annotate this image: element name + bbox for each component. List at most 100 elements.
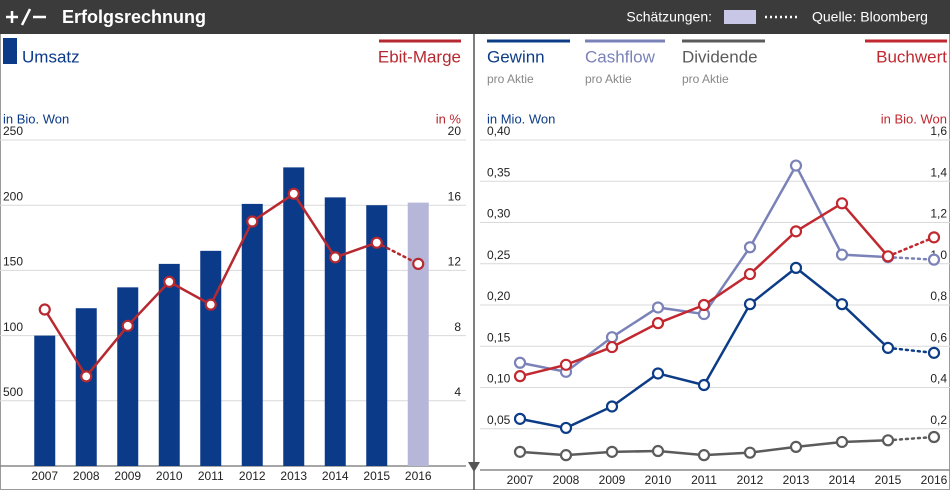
point xyxy=(287,187,300,200)
x-tick-label: 2016 xyxy=(405,469,432,483)
bar xyxy=(324,197,346,466)
point xyxy=(881,250,895,263)
point xyxy=(651,301,665,314)
point xyxy=(329,251,342,264)
x-tick-label: 2015 xyxy=(875,473,902,487)
point xyxy=(513,445,527,458)
bar xyxy=(283,167,305,466)
point xyxy=(246,215,259,228)
point xyxy=(835,197,849,210)
bar xyxy=(34,335,56,466)
bar xyxy=(241,203,263,466)
point xyxy=(697,298,711,312)
x-tick-label: 2008 xyxy=(73,469,100,483)
legend-subtitle: pro Aktie xyxy=(487,72,534,86)
y-tick-label: 0,25 xyxy=(487,248,511,262)
estimate-line xyxy=(886,236,936,258)
x-tick-label: 2011 xyxy=(198,469,224,483)
bar xyxy=(117,287,139,466)
point xyxy=(927,430,941,444)
estimate-line xyxy=(375,241,420,266)
y-tick-label: 0,35 xyxy=(487,165,511,179)
point xyxy=(204,298,217,311)
x-tick-label: 2015 xyxy=(363,469,390,483)
y-tick-label: 100 xyxy=(3,320,23,334)
y2-axis-label: in % xyxy=(436,111,462,126)
bar xyxy=(407,202,429,467)
bar xyxy=(200,250,222,466)
x-tick-label: 2012 xyxy=(239,469,266,483)
toggle-icon[interactable] xyxy=(6,8,46,26)
point xyxy=(789,159,803,172)
point xyxy=(651,367,665,380)
point xyxy=(651,444,665,458)
legend-swatch xyxy=(3,38,17,64)
y-tick-label: 200 xyxy=(3,189,23,203)
y2-tick-label: 1,4 xyxy=(930,165,947,179)
point xyxy=(835,298,849,311)
legend-label: Gewinn xyxy=(487,47,545,66)
y-tick-label: 0,15 xyxy=(487,330,511,344)
legend-label: Ebit-Marge xyxy=(378,47,461,66)
y2-tick-label: 0,4 xyxy=(930,372,947,386)
y2-axis-label: in Bio. Won xyxy=(881,111,947,126)
y2-tick-label: 0,2 xyxy=(930,413,947,427)
y2-tick-label: 4 xyxy=(454,385,461,399)
point xyxy=(927,231,941,244)
point xyxy=(789,261,803,274)
point xyxy=(697,449,711,462)
point xyxy=(513,356,527,369)
point xyxy=(163,275,176,288)
x-tick-label: 2014 xyxy=(322,469,349,483)
y-tick-label: 250 xyxy=(3,124,23,138)
x-tick-label: 2013 xyxy=(783,473,810,487)
point xyxy=(927,346,941,359)
point xyxy=(835,248,849,261)
y-tick-label: 0,05 xyxy=(487,413,511,427)
x-tick-label: 2012 xyxy=(737,473,764,487)
bar xyxy=(366,205,388,466)
point xyxy=(559,449,573,462)
point xyxy=(743,298,757,311)
point xyxy=(743,241,757,254)
x-tick-label: 2016 xyxy=(921,473,948,487)
point xyxy=(605,445,619,458)
point xyxy=(743,446,757,459)
estimate-line xyxy=(886,435,936,442)
x-tick-label: 2013 xyxy=(280,469,307,483)
legend-label: Buchwert xyxy=(876,47,947,66)
y-tick-label: 0,10 xyxy=(487,372,511,386)
legend-subtitle: pro Aktie xyxy=(682,72,729,86)
point xyxy=(513,412,527,425)
estimate-swatch xyxy=(724,10,756,24)
legend-label: Umsatz xyxy=(22,47,80,66)
bar xyxy=(75,308,97,466)
point xyxy=(881,434,895,447)
point xyxy=(412,257,425,270)
y-tick-label: 150 xyxy=(3,255,23,269)
point xyxy=(121,319,134,332)
legend-label: Cashflow xyxy=(585,47,656,66)
x-tick-label: 2007 xyxy=(31,469,58,483)
legend-subtitle: pro Aktie xyxy=(585,72,632,86)
header-title: Erfolgsrechnung xyxy=(62,7,206,27)
y-axis-label: in Bio. Won xyxy=(3,111,69,126)
estimate-line xyxy=(886,255,936,261)
legend-label: Dividende xyxy=(682,47,758,66)
source: Quelle: Bloomberg xyxy=(812,9,928,25)
point xyxy=(881,341,895,354)
point xyxy=(927,253,941,266)
x-tick-label: 2009 xyxy=(114,469,141,483)
y2-tick-label: 1,6 xyxy=(930,124,947,138)
x-tick-label: 2007 xyxy=(507,473,534,487)
point xyxy=(789,440,803,453)
point xyxy=(559,358,573,371)
y-tick-label: 0,40 xyxy=(487,124,511,138)
y-axis-label: in Mio. Won xyxy=(487,111,555,126)
point xyxy=(370,236,383,249)
estimate-line xyxy=(886,346,936,355)
point xyxy=(559,421,573,435)
y2-tick-label: 8 xyxy=(454,320,461,334)
y2-tick-label: 16 xyxy=(448,189,462,203)
